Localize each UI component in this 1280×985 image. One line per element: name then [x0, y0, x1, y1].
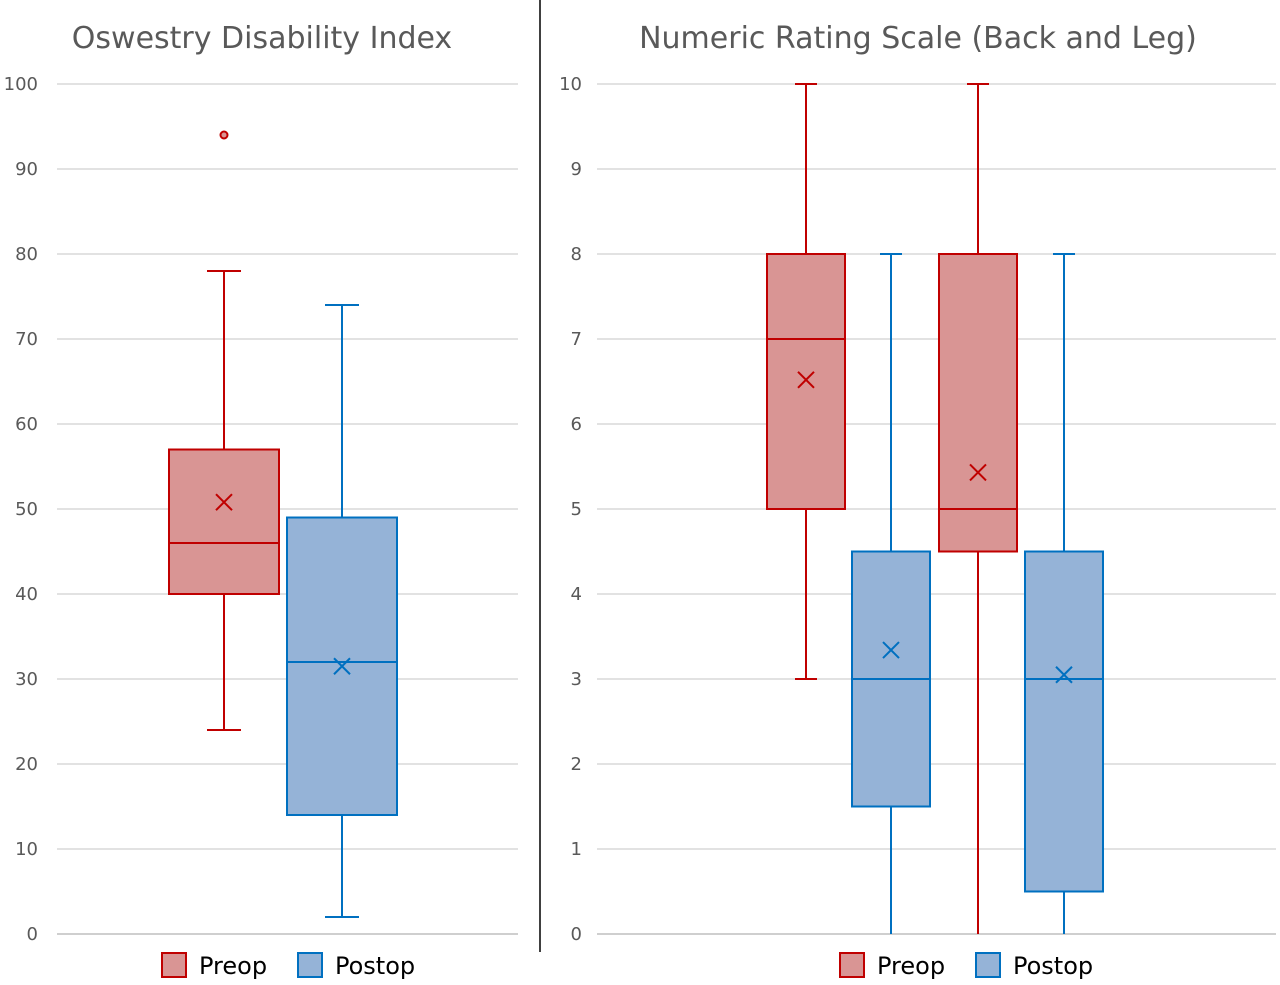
y-tick-label: 30	[15, 669, 38, 690]
oswestry-panel: Oswestry Disability Index 0 10 20 30 40 50 60 70…	[4, 21, 518, 980]
chart-title: Numeric Rating Scale (Back and Leg)	[639, 21, 1197, 56]
legend-swatch-postop	[297, 952, 323, 978]
preop-box-plot	[168, 130, 280, 731]
postop-mean-marker	[882, 641, 900, 659]
y-tick-label: 2	[571, 754, 582, 775]
legend: Preop Postop	[839, 952, 1093, 980]
y-tick-label: 40	[15, 584, 38, 605]
preop-iqr-box	[938, 253, 1018, 553]
y-tick-label: 80	[15, 244, 38, 265]
legend-label-postop: Postop	[335, 952, 415, 980]
y-tick-label: 7	[571, 329, 582, 350]
y-tick-label: 10	[559, 74, 582, 95]
y-tick-label: 3	[571, 669, 582, 690]
y-tick-label: 9	[571, 159, 582, 180]
legend: Preop Postop	[161, 952, 415, 980]
legend-label-postop: Postop	[1013, 952, 1093, 980]
y-tick-label: 20	[15, 754, 38, 775]
y-tick-label: 4	[571, 584, 582, 605]
postop-iqr-box	[1024, 550, 1104, 893]
legend-label-preop: Preop	[199, 952, 267, 980]
postop-box-plot	[286, 304, 398, 918]
preop-mean-marker	[797, 371, 815, 389]
y-tick-label: 70	[15, 329, 38, 350]
preop-mean-marker	[969, 463, 987, 482]
preop-outlier-point	[219, 130, 229, 140]
postop-box-plot	[1024, 253, 1104, 934]
y-tick-label: 10	[15, 839, 38, 860]
preop-iqr-box	[168, 448, 280, 595]
preop-iqr-box	[766, 253, 846, 510]
preop-box-plot	[766, 83, 846, 680]
y-tick-label: 0	[571, 924, 582, 945]
y-tick-label: 8	[571, 244, 582, 265]
postop-box-plot	[851, 253, 931, 934]
legend-swatch-postop	[975, 952, 1001, 978]
y-tick-label: 0	[27, 924, 38, 945]
chart-title: Oswestry Disability Index	[72, 21, 452, 56]
preop-box-plot	[938, 83, 1018, 934]
y-tick-label: 60	[15, 414, 38, 435]
y-tick-label: 1	[571, 839, 582, 860]
y-tick-label: 5	[571, 499, 582, 520]
y-tick-label: 50	[15, 499, 38, 520]
nrs-panel: Numeric Rating Scale (Back and Leg) 0 1 2 3 4…	[559, 21, 1276, 980]
y-tick-label: 6	[571, 414, 582, 435]
legend-swatch-preop	[839, 952, 865, 978]
y-tick-label: 100	[4, 74, 38, 95]
y-tick-label: 90	[15, 159, 38, 180]
preop-mean-marker	[215, 493, 233, 511]
legend-swatch-preop	[161, 952, 187, 978]
legend-label-preop: Preop	[877, 952, 945, 980]
postop-mean-marker	[1055, 666, 1073, 684]
postop-mean-marker	[333, 657, 351, 675]
